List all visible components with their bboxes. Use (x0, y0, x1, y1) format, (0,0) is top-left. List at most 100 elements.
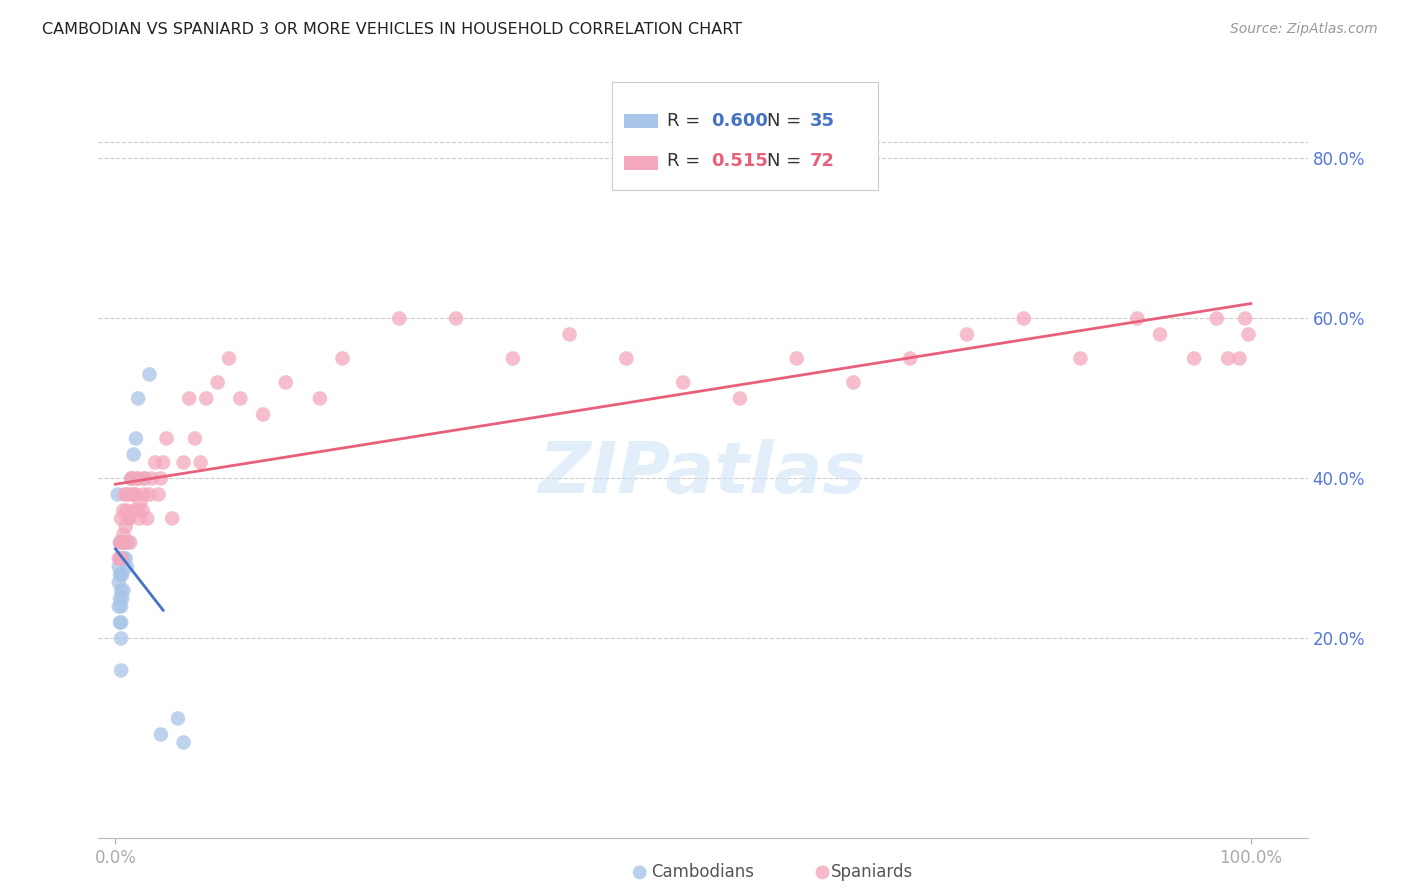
Point (110, 632, 132, 646)
Point (112, 527, 135, 541)
Point (152, 455, 174, 469)
Point (207, 376, 229, 390)
Point (1126, 311, 1149, 326)
Point (842, 376, 865, 390)
Point (108, 575, 131, 590)
Point (1229, 351, 1251, 366)
Point (110, 511, 132, 525)
Point (138, 368, 160, 382)
Text: Spaniards: Spaniards (831, 863, 912, 881)
Point (108, 615, 131, 630)
Point (138, 487, 160, 501)
Point (811, 865, 834, 880)
Point (388, 311, 411, 326)
Text: ZIPatlas: ZIPatlas (540, 439, 866, 508)
FancyBboxPatch shape (613, 82, 879, 191)
Point (229, 392, 252, 406)
Point (1182, 351, 1205, 366)
Point (112, 503, 135, 517)
Point (117, 511, 139, 525)
Point (167, 711, 190, 725)
Point (110, 567, 132, 582)
Point (1216, 351, 1239, 366)
Text: N =: N = (768, 152, 807, 170)
Point (155, 432, 177, 446)
Point (115, 487, 138, 501)
Point (114, 519, 136, 533)
Point (129, 495, 152, 509)
Point (672, 376, 695, 390)
Point (120, 471, 142, 485)
Point (110, 599, 132, 614)
Point (112, 583, 135, 598)
Point (134, 471, 156, 485)
Point (502, 351, 524, 366)
Point (1149, 327, 1171, 342)
Point (114, 535, 136, 549)
Point (114, 535, 136, 549)
Point (558, 327, 581, 342)
Point (111, 535, 134, 549)
Point (184, 432, 207, 446)
Text: R =: R = (666, 152, 711, 170)
Point (141, 471, 163, 485)
Point (125, 432, 148, 446)
Point (1205, 311, 1227, 326)
Point (173, 455, 195, 469)
Text: 35: 35 (810, 112, 834, 130)
Point (143, 455, 166, 469)
Point (110, 551, 132, 566)
Point (121, 487, 143, 501)
Text: 0.515: 0.515 (711, 152, 768, 170)
Point (125, 487, 148, 501)
Point (108, 551, 131, 566)
Point (728, 392, 751, 406)
Point (332, 351, 354, 366)
Point (115, 559, 138, 574)
Point (252, 408, 274, 422)
Point (118, 511, 141, 525)
Point (614, 351, 637, 366)
Text: Source: ZipAtlas.com: Source: ZipAtlas.com (1230, 22, 1378, 37)
Point (111, 567, 134, 582)
Point (218, 351, 240, 366)
Point (118, 487, 141, 501)
Text: Cambodians: Cambodians (651, 863, 755, 881)
Text: N =: N = (768, 112, 807, 130)
Point (111, 551, 134, 566)
Point (120, 471, 142, 485)
Point (108, 559, 131, 574)
Text: 72: 72 (810, 152, 834, 170)
Point (124, 487, 146, 501)
FancyBboxPatch shape (624, 114, 658, 128)
Point (125, 471, 148, 485)
Point (190, 455, 212, 469)
FancyBboxPatch shape (624, 155, 658, 169)
Point (127, 392, 149, 406)
Point (1069, 351, 1091, 366)
Point (108, 551, 131, 566)
Point (117, 535, 139, 549)
Point (108, 567, 131, 582)
Point (108, 591, 131, 606)
Point (308, 392, 330, 406)
Point (118, 511, 141, 525)
Point (122, 447, 145, 461)
Point (195, 392, 218, 406)
Point (274, 376, 297, 390)
Point (1012, 311, 1035, 326)
Point (149, 727, 172, 741)
Point (173, 735, 195, 749)
Point (786, 351, 808, 366)
Point (444, 311, 467, 326)
Point (136, 511, 159, 525)
Point (110, 583, 132, 598)
Point (114, 551, 136, 566)
Point (122, 503, 145, 517)
Point (132, 487, 155, 501)
Point (148, 487, 170, 501)
Point (956, 327, 979, 342)
Point (1234, 311, 1257, 326)
Text: CAMBODIAN VS SPANIARD 3 OR MORE VEHICLES IN HOUSEHOLD CORRELATION CHART: CAMBODIAN VS SPANIARD 3 OR MORE VEHICLES… (42, 22, 742, 37)
Point (160, 511, 183, 525)
